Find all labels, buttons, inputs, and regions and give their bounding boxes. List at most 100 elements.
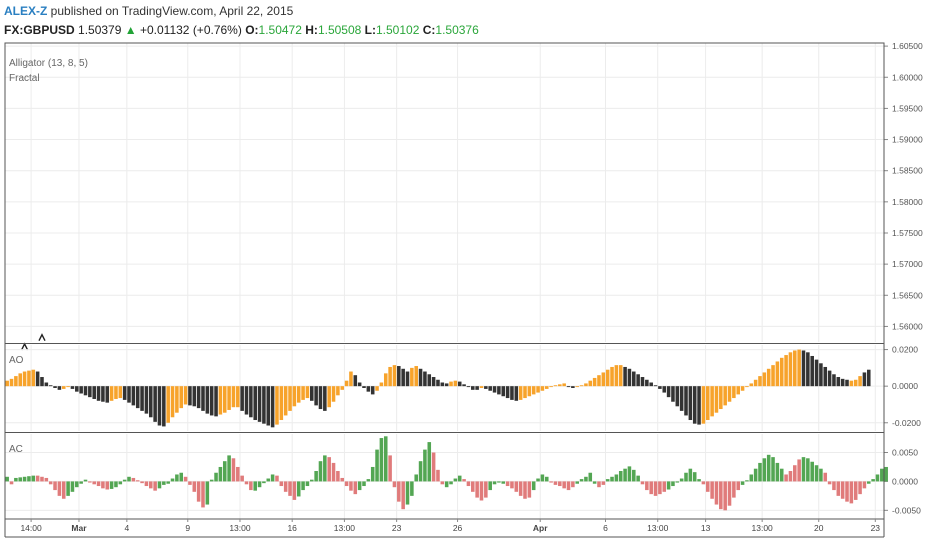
ao-bar [475, 386, 479, 390]
ac-bar [227, 455, 231, 482]
ao-bar [540, 386, 545, 391]
ac-bar [209, 479, 214, 482]
ac-bar [849, 481, 854, 504]
ac-bar [170, 478, 175, 482]
ao-bar [601, 372, 606, 387]
ac-bar [793, 465, 797, 482]
ao-bar [597, 375, 601, 387]
ac-bar [140, 481, 144, 484]
ao-bar [649, 382, 653, 387]
ao-bar [775, 361, 780, 387]
y-tick-label: 0.0000 [892, 381, 918, 391]
ao-bar [292, 386, 297, 407]
ao-bar [61, 386, 66, 389]
ao-bar [53, 386, 57, 388]
ao-bar [853, 379, 858, 387]
ac-bar [196, 481, 201, 502]
ac-bar [14, 477, 18, 482]
ac-bar [357, 481, 362, 491]
ac-bar [440, 481, 445, 485]
x-tick-label: Apr [533, 523, 548, 533]
ac-bar [814, 465, 819, 482]
y-tick-label: 1.56500 [892, 290, 923, 300]
author-link[interactable]: ALEX-Z [4, 4, 48, 18]
ac-bar [392, 481, 397, 488]
ac-bar [466, 481, 471, 487]
ao-bar [205, 386, 210, 414]
ao-bar [697, 386, 701, 425]
ao-bar [662, 386, 667, 393]
ao-bar [849, 380, 854, 387]
ao-bar [640, 377, 645, 387]
x-tick-label: 20 [814, 523, 824, 533]
ac-bar [766, 454, 771, 482]
ao-bar [366, 386, 371, 392]
ao-bar [488, 386, 492, 391]
ao-bar [858, 376, 862, 387]
ac-bar [222, 461, 227, 482]
ao-bar [810, 355, 814, 387]
ac-bar [714, 481, 719, 505]
ac-bar [627, 466, 632, 482]
ac-bar [679, 478, 684, 482]
ao-bar [40, 377, 44, 387]
ao-bar [584, 383, 588, 387]
ac-bar [379, 438, 384, 482]
x-tick-label: 13:00 [752, 523, 774, 533]
ac-bar [244, 481, 249, 485]
ao-bar [288, 386, 292, 411]
ao-bar [349, 371, 353, 387]
ac-bar [866, 481, 871, 484]
ao-bar [183, 386, 188, 405]
y-tick-label: 0.0000 [892, 476, 918, 486]
ao-bar [83, 386, 88, 396]
ac-bar [318, 461, 323, 482]
y-tick-label: 1.56000 [892, 321, 923, 331]
ac-bar [449, 481, 453, 485]
ao-bar [275, 386, 279, 425]
ao-bar [140, 386, 144, 411]
ao-bar [70, 386, 75, 389]
ac-bar [540, 474, 545, 482]
ao-bar [866, 369, 871, 387]
ac-bar [745, 480, 749, 482]
ac-bar [705, 481, 710, 492]
x-tick-label: 6 [603, 523, 608, 533]
ac-bar [366, 479, 371, 482]
ac-bar [832, 481, 836, 491]
publish-text: published on TradingView.com, April 22, … [47, 4, 294, 18]
ac-bar [579, 479, 584, 482]
ac-bar [35, 475, 40, 482]
ao-bar [318, 386, 323, 410]
ac-bar [370, 466, 375, 482]
ao-bar [784, 355, 788, 387]
ac-legend: AC [9, 444, 23, 455]
ac-bar [331, 462, 336, 482]
low-label: L: [364, 23, 376, 37]
x-tick-label: 23 [392, 523, 402, 533]
ac-bar [801, 457, 806, 482]
ao-bar [466, 386, 471, 388]
ac-bar [157, 481, 162, 489]
ac-bar [871, 479, 875, 482]
ao-bar [510, 386, 514, 400]
ao-bar [531, 386, 536, 395]
open-value: 1.50472 [258, 23, 302, 37]
ao-bar [479, 386, 484, 388]
ao-bar [418, 368, 423, 387]
ac-bar [549, 481, 553, 483]
ao-bar [862, 372, 867, 387]
ac-bar [436, 469, 440, 482]
ac-bar [83, 479, 88, 482]
ao-bar [279, 386, 284, 421]
ao-bar [353, 375, 358, 387]
ao-bar [357, 382, 362, 387]
ac-bar [632, 469, 636, 482]
chart-frame [4, 42, 885, 520]
ao-bar [79, 386, 83, 394]
ao-bar [166, 386, 170, 423]
ac-bar [122, 479, 127, 482]
ac-bar [144, 481, 149, 487]
ao-bar [692, 386, 697, 424]
